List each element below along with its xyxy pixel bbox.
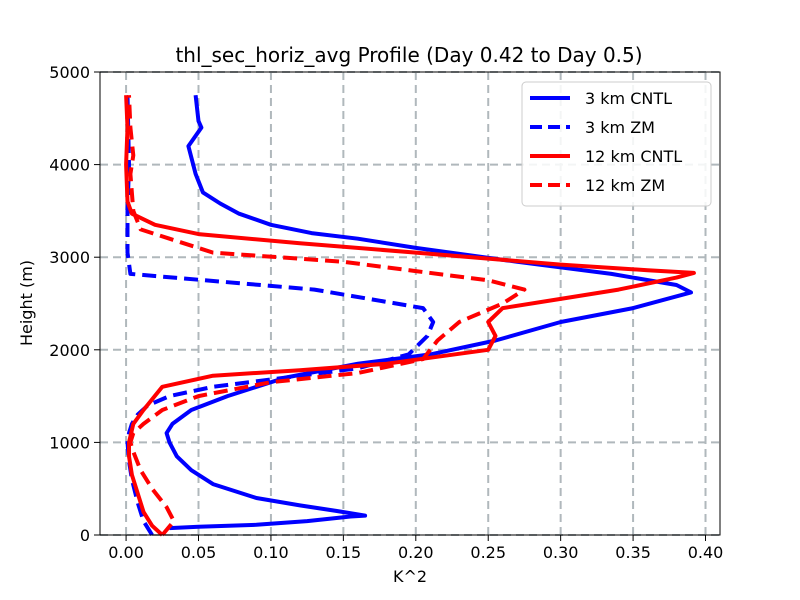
x-tick-label: 0.35 [615,543,651,562]
series-line-3-km-cntl [164,94,693,531]
y-tick-label: 3000 [49,248,90,267]
y-tick-label: 0 [80,526,90,545]
x-tick-label: 0.00 [108,543,144,562]
x-tick-label: 0.10 [253,543,289,562]
y-tick-label: 1000 [49,433,90,452]
x-tick-label: 0.40 [688,543,724,562]
legend-box [521,81,712,207]
y-tick-label: 5000 [49,63,90,82]
series-layer [124,94,696,537]
x-tick-label: 0.20 [398,543,434,562]
x-tick-label: 0.05 [181,543,217,562]
legend-label: 12 km CNTL [585,147,682,166]
chart-title: thl_sec_horiz_avg Profile (Day 0.42 to D… [175,43,642,67]
x-tick-label: 0.30 [543,543,579,562]
series-line-3-km-zm [125,95,436,537]
legend-label: 3 km ZM [585,118,655,137]
x-axis-label: K^2 [393,567,427,586]
series-line-12-km-cntl [124,95,696,537]
legend-label: 3 km CNTL [585,89,672,108]
y-axis-label: Height (m) [17,260,36,346]
x-tick-label: 0.15 [326,543,362,562]
y-axis: 0 1000 2000 3000 4000 5000 [49,63,100,545]
series-line-12-km-zm [127,95,527,537]
legend-label: 12 km ZM [585,176,665,195]
plot-frame [99,71,721,536]
x-tick-label: 0.25 [470,543,506,562]
y-tick-label: 2000 [49,341,90,360]
legend: 3 km CNTL 3 km ZM 12 km CNTL 12 km ZM [521,81,712,207]
y-tick-label: 4000 [49,156,90,175]
x-axis: 0.00 0.05 0.10 0.15 0.20 0.25 0.30 0.35 0.40 [108,535,723,562]
